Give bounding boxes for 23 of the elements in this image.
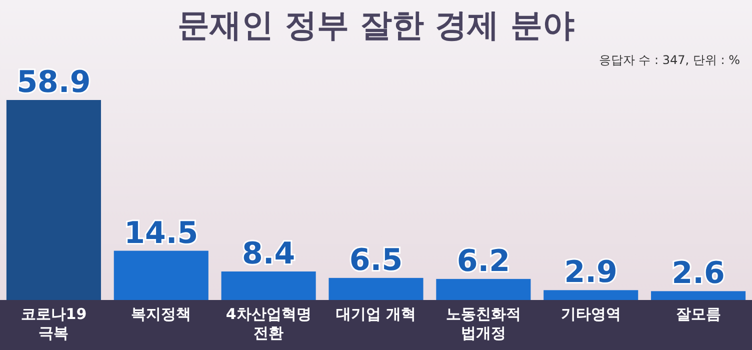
bar bbox=[328, 278, 424, 300]
data-label: 6.5 bbox=[349, 242, 403, 278]
bar bbox=[6, 100, 101, 300]
x-tick-label: 코로나19 극복 bbox=[20, 305, 87, 342]
chart-subtitle: 응답자 수 : 347, 단위 : % bbox=[598, 53, 740, 67]
bar bbox=[436, 278, 531, 300]
chart-title: 문재인 정부 잘한 경제 분야 bbox=[178, 6, 574, 44]
x-tick-label: 기타영역 bbox=[560, 305, 621, 323]
bar bbox=[651, 291, 746, 300]
x-tick-label: 복지정책 bbox=[131, 305, 192, 323]
bar bbox=[221, 271, 316, 300]
data-label: 2.9 bbox=[564, 255, 618, 290]
x-tick-label: 대기업 개혁 bbox=[336, 305, 416, 323]
data-label: 14.5 bbox=[124, 216, 198, 251]
data-label: 2.6 bbox=[672, 256, 725, 292]
data-label: 6.2 bbox=[456, 244, 510, 279]
x-tick-label: 4차산업혁명 전환 bbox=[226, 305, 312, 342]
data-label: 58.9 bbox=[16, 65, 91, 100]
x-tick-label: 노동친화적 법개정 bbox=[446, 305, 521, 342]
bar bbox=[114, 250, 208, 300]
data-label: 8.4 bbox=[242, 236, 296, 272]
x-tick-label: 잘모름 bbox=[676, 305, 721, 323]
bar bbox=[544, 290, 638, 300]
